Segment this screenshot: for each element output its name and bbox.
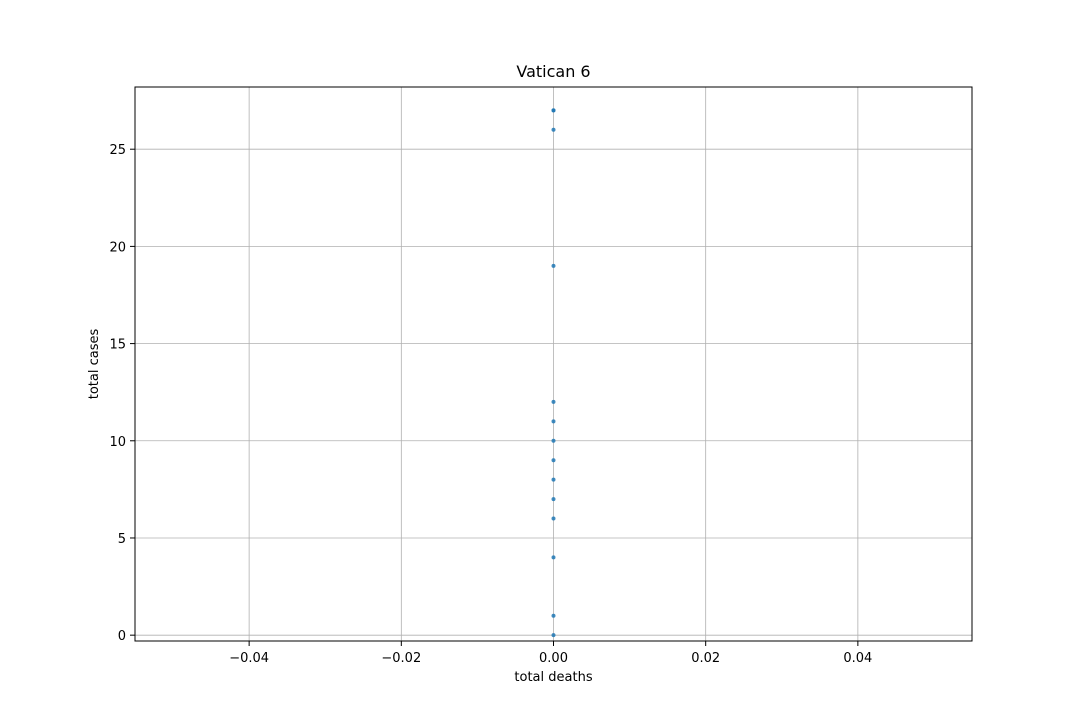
- x-tick-label: 0.00: [539, 651, 568, 666]
- x-tick-label: −0.04: [229, 651, 269, 666]
- scatter-point: [551, 458, 556, 463]
- scatter-point: [551, 419, 556, 424]
- scatter-point: [551, 497, 556, 502]
- scatter-point: [551, 613, 556, 618]
- x-tick-label: −0.02: [381, 651, 421, 666]
- scatter-point: [551, 438, 556, 443]
- scatter-point: [551, 399, 556, 404]
- scatter-point: [551, 108, 556, 113]
- scatter-point: [551, 263, 556, 268]
- scatter-points: [551, 108, 556, 638]
- y-tick-label: 15: [109, 338, 126, 353]
- chart-title: Vatican 6: [516, 62, 590, 81]
- x-tick-label: 0.04: [843, 651, 872, 666]
- scatter-point: [551, 127, 556, 132]
- scatter-point: [551, 555, 556, 560]
- y-tick-label: 10: [109, 435, 126, 450]
- scatter-point: [551, 477, 556, 482]
- y-tick-label: 5: [118, 532, 126, 547]
- y-axis-label: total cases: [87, 329, 102, 400]
- y-tick-label: 20: [109, 240, 126, 255]
- axis-ticks: −0.04 −0.02 0.00 0.02 0.04 0 5 10 15 20 25: [109, 143, 872, 666]
- y-tick-label: 0: [118, 629, 126, 644]
- x-tick-label: 0.02: [691, 651, 720, 666]
- y-tick-label: 25: [109, 143, 126, 158]
- scatter-point: [551, 633, 556, 638]
- x-axis-label: total deaths: [514, 670, 592, 685]
- scatter-point: [551, 516, 556, 521]
